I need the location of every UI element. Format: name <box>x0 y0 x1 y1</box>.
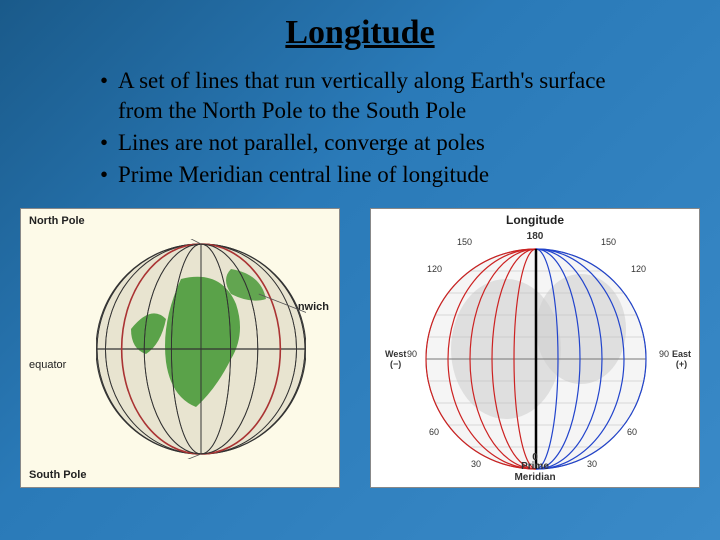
equator-label: equator <box>29 359 66 371</box>
globe2-title: Longitude <box>506 213 564 227</box>
degree-mark: 60 <box>429 427 439 437</box>
west-label: West (−) <box>385 349 406 369</box>
degree-mark: 120 <box>427 264 442 274</box>
east-label: East (+) <box>672 349 691 369</box>
globe-greenwich-svg <box>96 239 306 459</box>
degree-mark: 90 <box>407 349 417 359</box>
globe-greenwich-card: North Pole South Pole Greenwich equator <box>20 208 340 488</box>
bullet-list: A set of lines that run vertically along… <box>100 66 640 190</box>
degree-mark: 90 <box>659 349 669 359</box>
prime-meridian-label: Prime Meridian <box>514 461 555 483</box>
globe-longitude-card: Longitude 180 0 Prime Meridian West (−) … <box>370 208 700 488</box>
degree-mark: 150 <box>457 237 472 247</box>
bullet-item: A set of lines that run vertically along… <box>100 66 640 126</box>
degree-mark: 30 <box>587 459 597 469</box>
bullet-item: Lines are not parallel, converge at pole… <box>100 128 640 158</box>
degree-mark: 150 <box>601 237 616 247</box>
degree-mark: 60 <box>627 427 637 437</box>
degree-mark: 120 <box>631 264 646 274</box>
images-row: North Pole South Pole Greenwich equator … <box>0 192 720 488</box>
globe-longitude-svg <box>416 244 656 474</box>
slide-title: Longitude <box>0 0 720 52</box>
south-pole-label: South Pole <box>29 469 86 481</box>
north-pole-label: North Pole <box>29 215 85 227</box>
mark-180: 180 <box>527 231 544 242</box>
bullet-item: Prime Meridian central line of longitude <box>100 160 640 190</box>
degree-mark: 30 <box>471 459 481 469</box>
